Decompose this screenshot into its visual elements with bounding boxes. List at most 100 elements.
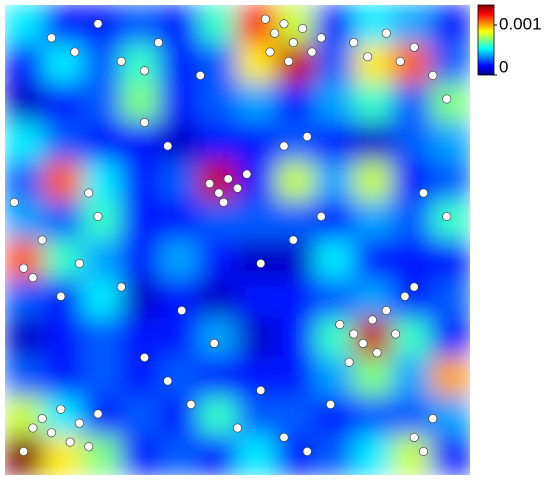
contour-cell xyxy=(159,357,200,398)
point xyxy=(65,437,75,447)
contour-cell xyxy=(159,200,200,241)
contour-cell xyxy=(430,317,470,358)
point xyxy=(56,404,66,414)
contour-cell xyxy=(353,435,393,475)
contour-cell xyxy=(120,161,161,202)
point xyxy=(260,14,270,24)
point xyxy=(442,94,452,104)
point xyxy=(140,66,150,76)
point xyxy=(223,174,233,184)
contour-cell xyxy=(392,5,432,45)
contour-cell xyxy=(314,239,355,280)
contour-cell xyxy=(430,200,470,241)
contour-cell xyxy=(353,200,393,241)
contour-cell xyxy=(5,396,45,437)
point xyxy=(116,56,126,66)
contour-field xyxy=(5,5,470,475)
point xyxy=(84,188,94,198)
point xyxy=(70,47,80,57)
colorbar xyxy=(477,4,495,76)
point xyxy=(307,47,317,57)
contour-cell xyxy=(159,122,200,163)
point xyxy=(344,357,354,367)
point xyxy=(316,212,326,222)
contour-cell xyxy=(275,357,316,398)
contour-cell xyxy=(82,43,122,84)
contour-cell xyxy=(43,122,83,163)
contour-cell xyxy=(198,200,238,241)
contour-cell xyxy=(82,317,122,358)
contour-cell xyxy=(353,161,393,202)
point xyxy=(116,282,126,292)
contour-cell xyxy=(82,239,122,280)
point xyxy=(153,38,163,48)
contour-cell xyxy=(430,82,470,123)
contour-cell xyxy=(198,122,238,163)
contour-cell xyxy=(353,396,393,437)
point xyxy=(74,418,84,428)
point xyxy=(46,428,56,438)
point xyxy=(279,141,289,151)
point xyxy=(186,399,196,409)
contour-cell xyxy=(430,43,470,84)
point xyxy=(428,71,438,81)
contour-cell xyxy=(430,122,470,163)
contour-cell xyxy=(314,43,355,84)
contour-cell xyxy=(314,82,355,123)
contour-cell xyxy=(392,357,432,398)
point xyxy=(209,338,219,348)
point xyxy=(284,56,294,66)
point xyxy=(298,23,308,33)
contour-cells xyxy=(5,5,470,475)
contour-cell xyxy=(430,396,470,437)
contour-cell xyxy=(82,82,122,123)
contour-cell xyxy=(198,357,238,398)
point xyxy=(288,235,298,245)
colorbar-ticks: 0 0.001 xyxy=(494,14,542,76)
point xyxy=(367,315,377,325)
point xyxy=(349,38,359,48)
point xyxy=(163,376,173,386)
point xyxy=(316,33,326,43)
contour-cell xyxy=(353,239,393,280)
contour-cell xyxy=(5,278,45,319)
contour-cell xyxy=(353,122,393,163)
contour-cell xyxy=(275,82,316,123)
point xyxy=(19,446,29,456)
contour-cell xyxy=(275,122,316,163)
point xyxy=(233,423,243,433)
contour-cell xyxy=(392,317,432,358)
point xyxy=(140,352,150,362)
contour-cell xyxy=(237,239,277,280)
point xyxy=(242,169,252,179)
point xyxy=(195,71,205,81)
contour-cell xyxy=(237,435,277,475)
point xyxy=(219,197,229,207)
point xyxy=(349,329,359,339)
point xyxy=(335,320,345,330)
contour-cell xyxy=(120,317,161,358)
point xyxy=(256,258,266,268)
contour-cell xyxy=(159,239,200,280)
contour-cell xyxy=(5,82,45,123)
contour-cell xyxy=(5,317,45,358)
contour-cell xyxy=(5,43,45,84)
contour-cell xyxy=(43,435,83,475)
contour-cell xyxy=(43,357,83,398)
point xyxy=(163,141,173,151)
point xyxy=(363,52,373,62)
contour-cell xyxy=(430,239,470,280)
contour-cell xyxy=(275,239,316,280)
contour-cell xyxy=(353,357,393,398)
point xyxy=(302,132,312,142)
contour-cell xyxy=(198,317,238,358)
contour-cell xyxy=(159,435,200,475)
contour-cell xyxy=(198,435,238,475)
contour-cell xyxy=(43,317,83,358)
contour-cell xyxy=(43,200,83,241)
contour-cell xyxy=(198,5,238,45)
contour-cell xyxy=(5,239,45,280)
contour-cell xyxy=(314,122,355,163)
